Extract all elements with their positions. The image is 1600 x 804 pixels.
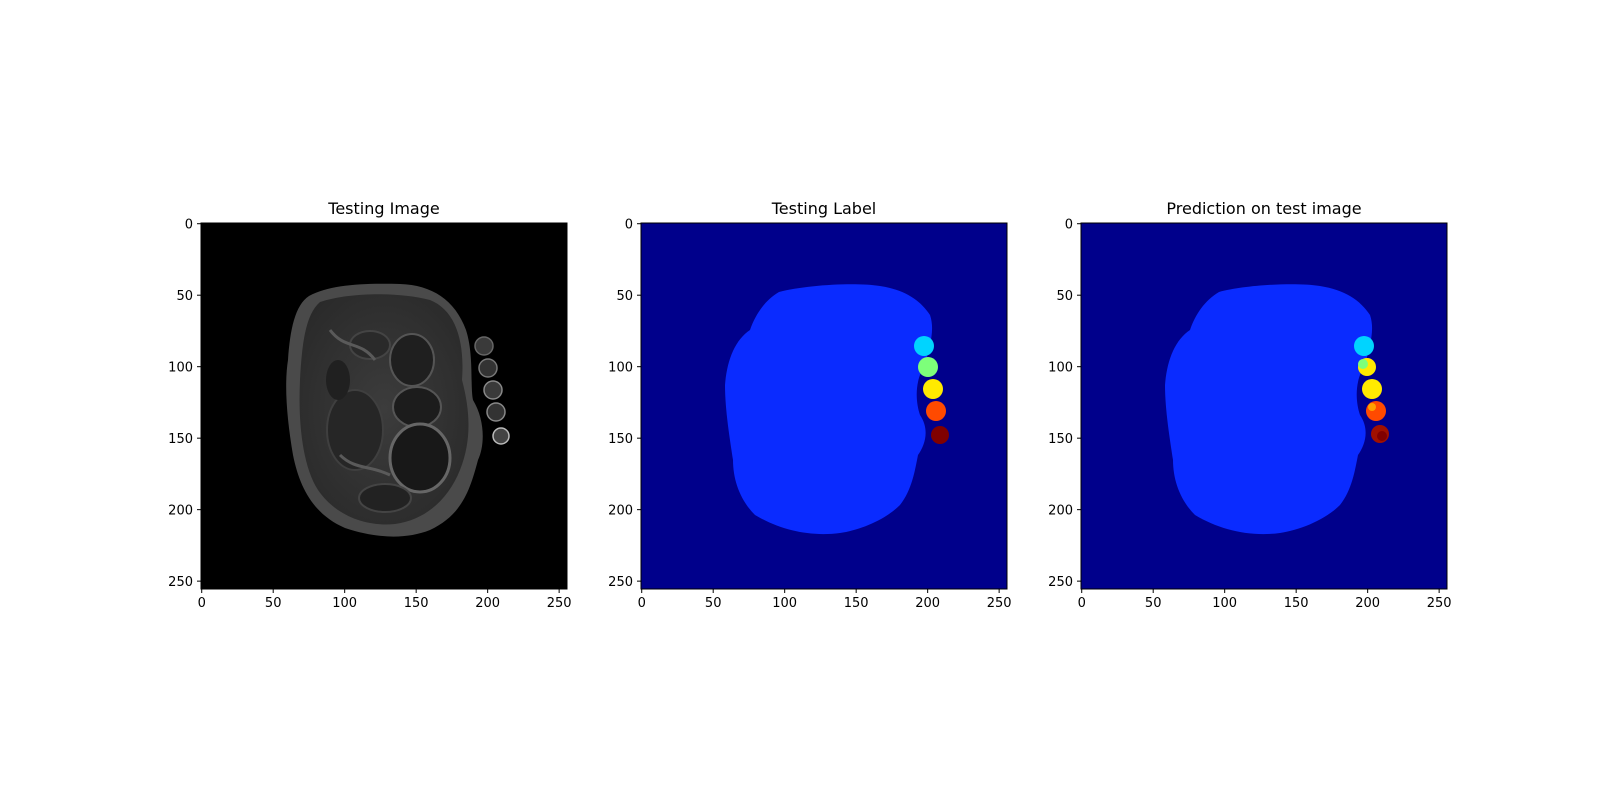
axis-ticks: 0 50 100 150 200 250 0 50 100 150 200 250	[168, 218, 571, 611]
x-tick-label: 100	[332, 596, 357, 611]
x-tick-label: 250	[987, 596, 1012, 611]
x-tick-label: 200	[915, 596, 940, 611]
axes-frame	[640, 222, 1008, 590]
x-tick-label: 150	[844, 596, 869, 611]
y-tick-label: 150	[608, 432, 633, 447]
x-tick-label: 250	[1427, 596, 1452, 611]
panel-prediction: Prediction on test image 0 50 100 150 200 250…	[1048, 199, 1451, 611]
y-tick-label: 200	[1048, 504, 1073, 519]
y-tick-label: 100	[168, 361, 193, 376]
x-tick-label: 150	[404, 596, 429, 611]
y-tick-label: 250	[168, 575, 193, 590]
axes-frame	[200, 222, 568, 590]
x-tick-label: 0	[638, 596, 646, 611]
axis-ticks: 0 50 100 150 200 250 0 50 100 150 200 250	[1048, 218, 1451, 611]
y-tick-label: 0	[625, 218, 633, 233]
x-tick-label: 200	[475, 596, 500, 611]
y-tick-label: 250	[608, 575, 633, 590]
x-tick-label: 250	[547, 596, 572, 611]
x-tick-label: 50	[705, 596, 722, 611]
y-tick-label: 0	[185, 218, 193, 233]
y-tick-label: 0	[1065, 218, 1073, 233]
y-tick-label: 50	[176, 289, 193, 304]
panel-title: Prediction on test image	[1166, 199, 1361, 218]
x-tick-label: 200	[1355, 596, 1380, 611]
panel-title: Testing Label	[771, 199, 877, 218]
y-tick-label: 250	[1048, 575, 1073, 590]
image-testing-label-mask	[641, 223, 1007, 589]
x-tick-label: 50	[265, 596, 282, 611]
axes-frame	[1080, 222, 1448, 590]
y-tick-label: 200	[608, 504, 633, 519]
y-tick-label: 50	[1056, 289, 1073, 304]
y-tick-label: 150	[168, 432, 193, 447]
y-tick-label: 50	[616, 289, 633, 304]
image-testing-mri	[201, 223, 567, 589]
y-tick-label: 150	[1048, 432, 1073, 447]
image-prediction-mask	[1081, 223, 1447, 589]
x-tick-label: 100	[772, 596, 797, 611]
x-tick-label: 50	[1145, 596, 1162, 611]
x-tick-label: 0	[1078, 596, 1086, 611]
y-tick-label: 200	[168, 504, 193, 519]
panel-testing-label: Testing Label 0 50 100 150 200 250 0 50 100 150 20…	[608, 199, 1011, 611]
x-tick-label: 150	[1284, 596, 1309, 611]
x-tick-label: 0	[198, 596, 206, 611]
x-tick-label: 100	[1212, 596, 1237, 611]
panel-title: Testing Image	[327, 199, 439, 218]
y-tick-label: 100	[1048, 361, 1073, 376]
axis-ticks: 0 50 100 150 200 250 0 50 100 150 200 250	[608, 218, 1011, 611]
y-tick-label: 100	[608, 361, 633, 376]
